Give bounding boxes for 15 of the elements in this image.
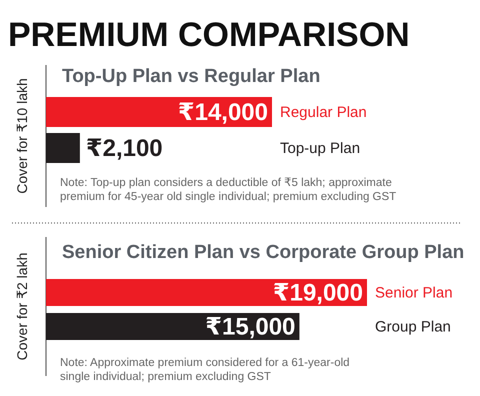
y-tick-label: Regular Plan [280, 104, 367, 121]
y-tick-label: Group Plan [375, 318, 451, 336]
text: Note: Approximate premium considered for a 61-year-old single individual; premium excluding GST [60, 357, 350, 383]
y-axis-title: Cover for ₹10 lakh [14, 78, 30, 194]
y-tick-label: Top-up Plan [280, 140, 360, 157]
text: Note: Top-up plan considers a deductible of ₹5 lakh; approximate premium for 45-year old single individual; premium excluding GST [60, 177, 396, 203]
chart-subtitle: Top-Up Plan vs Regular Plan [62, 66, 320, 87]
chart-title: Senior Citizen Plan vs Corporate Group Plan [62, 242, 464, 263]
y-axis-title: Cover for ₹2 lakh [14, 252, 30, 360]
data-label: ₹2,100 [86, 135, 163, 162]
data-label: ₹15,000 [205, 314, 296, 340]
y-tick-label: Senior Plan [375, 284, 453, 302]
data-label: ₹19,000 [272, 280, 363, 306]
chart-title: PREMIUM COMPARISON [8, 16, 410, 54]
data-label: ₹14,000 [178, 99, 268, 126]
